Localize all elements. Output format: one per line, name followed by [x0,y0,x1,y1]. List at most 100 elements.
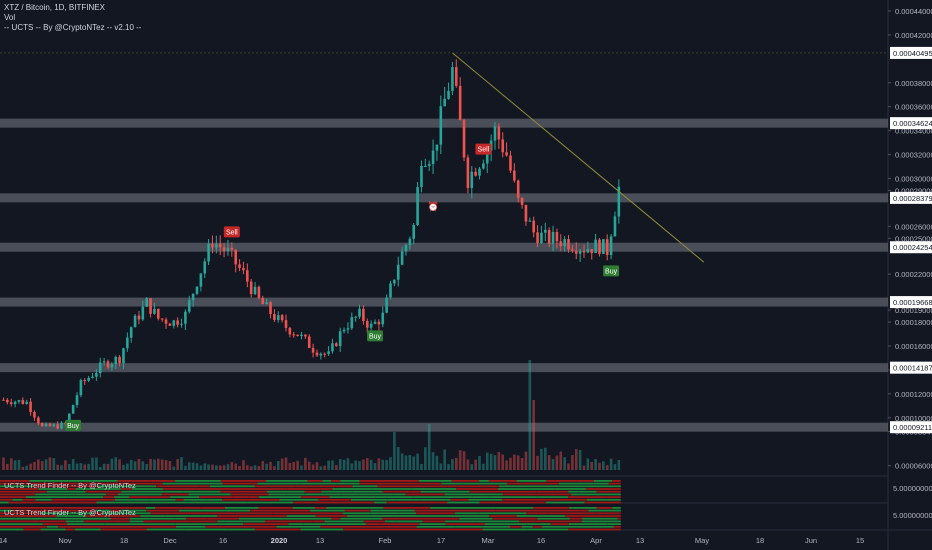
candle-body [567,239,570,250]
trend-strip [479,480,489,482]
volume-bar [280,458,284,470]
trend-strip [383,507,400,509]
trend-strip [570,525,614,528]
trend-strip [550,523,569,525]
trend-strip [115,485,129,488]
trend-strip [49,512,71,515]
trend-strip [447,501,480,504]
trend-strip [220,480,267,482]
trend-strip [337,482,360,485]
candle-body [323,353,327,355]
candle-body [133,315,137,328]
candle-body [276,315,280,320]
trend-strip [0,512,41,515]
trend-strip [279,498,319,501]
trend-strip [454,512,479,515]
trend-strip [430,507,450,509]
trend-strip [569,517,583,520]
time-tick-label: 18 [120,536,128,545]
trend-strip [416,525,456,528]
price-tick-label: 0.00034000 [895,127,932,136]
volume-bar [605,465,609,470]
trend-strip [612,507,621,509]
signal-label: Buy [605,268,618,275]
trend-strip [509,490,537,493]
trend-strip [130,498,176,501]
candle-body [547,229,551,244]
trend-strip [74,520,84,523]
candle-body [145,298,148,307]
candle-body [17,400,21,402]
volume-bar [590,461,594,470]
trend-strip [312,520,325,523]
volume-bar [439,463,443,470]
candle-body [474,171,477,176]
trend-strip [596,507,613,509]
price-axis[interactable]: 5.00000000 5.00000000 0.00044000 0.00042000… [888,7,932,520]
trend-strip [369,507,384,509]
candle-body [122,348,125,364]
trend-strip [38,488,68,490]
volume-bar [520,458,524,470]
signal-sell: Sell [223,226,240,238]
trend-strip [384,525,417,528]
time-tick-label: 15 [856,536,864,545]
candle-body [269,302,272,314]
candle-body [458,85,462,121]
candle-body [431,150,435,165]
trend-strip [537,496,569,498]
volume-bar [571,455,574,470]
trend-strip [370,512,399,515]
volume-bar [284,457,288,470]
trend-strip [0,525,47,528]
candle-body [544,229,547,233]
trend-strip [449,509,496,512]
trend-strip [484,523,505,525]
trend-strip [117,480,136,482]
indicator-legend[interactable]: -- UCTS -- By @CryptoNTez -- v2.10 -- [4,23,142,32]
volume-bar [218,465,222,470]
trend-strip [326,523,366,525]
candle-body [29,401,32,412]
time-axis[interactable]: 14 Nov 18 Dec 16 2020 13 Feb 17 Mar 16 Apr 13 May 18 Ju… [0,536,864,545]
trend-strip [77,482,115,485]
symbol-title[interactable]: XTZ / Bitcoin, 1D, BITFINEX [4,3,105,12]
trend-strip [420,490,430,493]
volume-bar [265,463,268,470]
volume-legend[interactable]: Vol [4,13,16,22]
trend-strip [565,515,584,517]
trend-strip [248,496,259,498]
volume-bar [555,455,559,470]
trend-strip [529,488,555,490]
trend-strip [619,512,621,515]
candle-body [172,320,176,326]
trend-strip [283,517,332,520]
trend-strip [106,507,130,509]
trend-strip [86,498,115,501]
trend-strip [324,520,364,523]
volume-bar [513,454,516,470]
price-tick-label: 0.00026000 [895,222,932,231]
volume-bar [474,459,477,470]
volume-bar [528,360,532,470]
price-marker-box [890,241,932,254]
volume-bar [102,463,106,470]
candle-body [33,411,36,418]
volume-bar [315,462,319,470]
trend-strip [445,523,485,525]
volume-bar [516,455,520,470]
trend-strip [456,488,498,490]
volume-bar [133,461,137,470]
volume-bar [172,466,176,470]
trend-strip [579,509,589,512]
sr-band [0,297,888,307]
trend-strip [478,512,527,515]
trend-strip [612,493,621,496]
trend-strip [247,501,294,504]
trend-strip [406,528,444,531]
trend-strip [65,485,98,488]
volume-bar [203,463,207,470]
candle-body [435,144,439,151]
trend-strip [275,520,313,523]
trend-strip [221,517,240,520]
